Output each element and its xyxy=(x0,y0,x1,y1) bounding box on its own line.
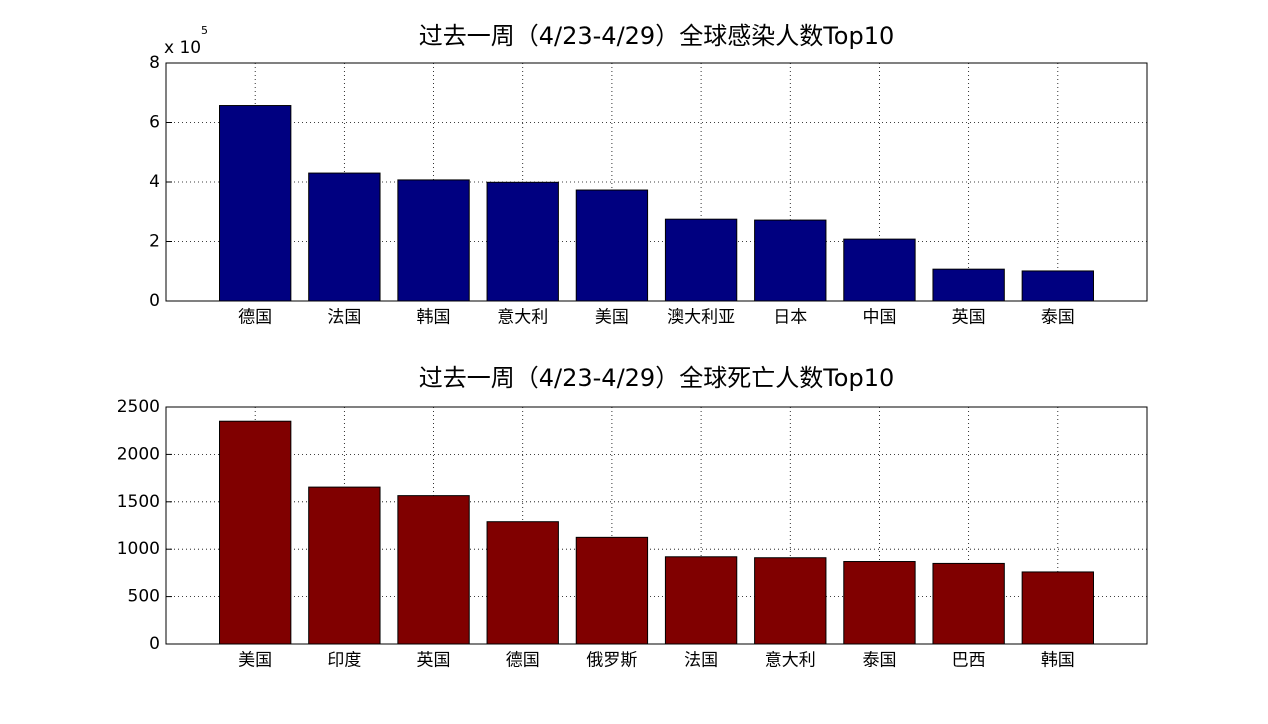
bar xyxy=(1021,270,1094,302)
x-tick-label: 英国 xyxy=(952,308,986,328)
y-tick-label: 2000 xyxy=(117,444,160,464)
y-tick-label: 0 xyxy=(149,291,160,311)
bar xyxy=(664,556,738,645)
x-tick-label: 韩国 xyxy=(1041,651,1075,671)
y-tick-label: 2 xyxy=(149,232,160,252)
bar xyxy=(397,495,470,645)
y-tick-label: 500 xyxy=(128,587,160,607)
bar xyxy=(754,557,827,645)
x-tick-label: 德国 xyxy=(506,651,540,671)
bar xyxy=(1021,571,1094,645)
bar xyxy=(397,179,470,302)
bar xyxy=(308,486,381,645)
y-tick-label: 4 xyxy=(149,172,160,192)
bar xyxy=(219,105,292,302)
bar xyxy=(664,218,738,302)
x-tick-label: 意大利 xyxy=(765,651,816,671)
bar xyxy=(308,172,381,302)
x-tick-label: 韩国 xyxy=(417,308,451,328)
bar xyxy=(486,181,559,302)
y-tick-label: 1000 xyxy=(117,539,160,559)
y-tick-label: 8 xyxy=(149,53,160,73)
x-tick-label: 美国 xyxy=(238,651,272,671)
bar xyxy=(932,268,1005,302)
bar xyxy=(575,189,649,302)
bar xyxy=(932,562,1005,645)
bar xyxy=(843,238,916,302)
x-tick-label: 泰国 xyxy=(1041,308,1075,328)
x-tick-label: 巴西 xyxy=(952,651,986,671)
y-scale-exponent: 5 xyxy=(201,24,208,37)
plot-frame xyxy=(165,62,1148,302)
chart-title: 过去一周（4/23-4/29）全球死亡人数Top10 xyxy=(419,364,895,392)
chart-title: 过去一周（4/23-4/29）全球感染人数Top10 xyxy=(419,22,895,50)
y-tick-label: 0 xyxy=(149,634,160,654)
y-tick-label: 2500 xyxy=(117,397,160,417)
x-tick-label: 日本 xyxy=(773,308,807,328)
x-tick-label: 印度 xyxy=(327,651,361,671)
x-tick-label: 英国 xyxy=(417,651,451,671)
x-tick-label: 中国 xyxy=(862,308,896,328)
bar xyxy=(843,561,916,645)
bar xyxy=(575,536,649,645)
x-tick-label: 泰国 xyxy=(862,651,896,671)
x-tick-label: 美国 xyxy=(595,308,629,328)
bar xyxy=(754,219,827,302)
y-tick-label: 6 xyxy=(149,113,160,133)
y-scale-base: x 10 xyxy=(164,38,201,58)
x-tick-label: 意大利 xyxy=(497,308,548,328)
y-tick-label: 1500 xyxy=(117,492,160,512)
x-tick-label: 法国 xyxy=(684,651,718,671)
x-tick-label: 德国 xyxy=(238,308,272,328)
plot-frame xyxy=(165,406,1148,645)
bar xyxy=(486,521,559,645)
x-tick-label: 法国 xyxy=(327,308,361,328)
bar xyxy=(219,420,292,645)
x-tick-label: 澳大利亚 xyxy=(667,308,735,328)
x-tick-label: 俄罗斯 xyxy=(586,651,637,671)
